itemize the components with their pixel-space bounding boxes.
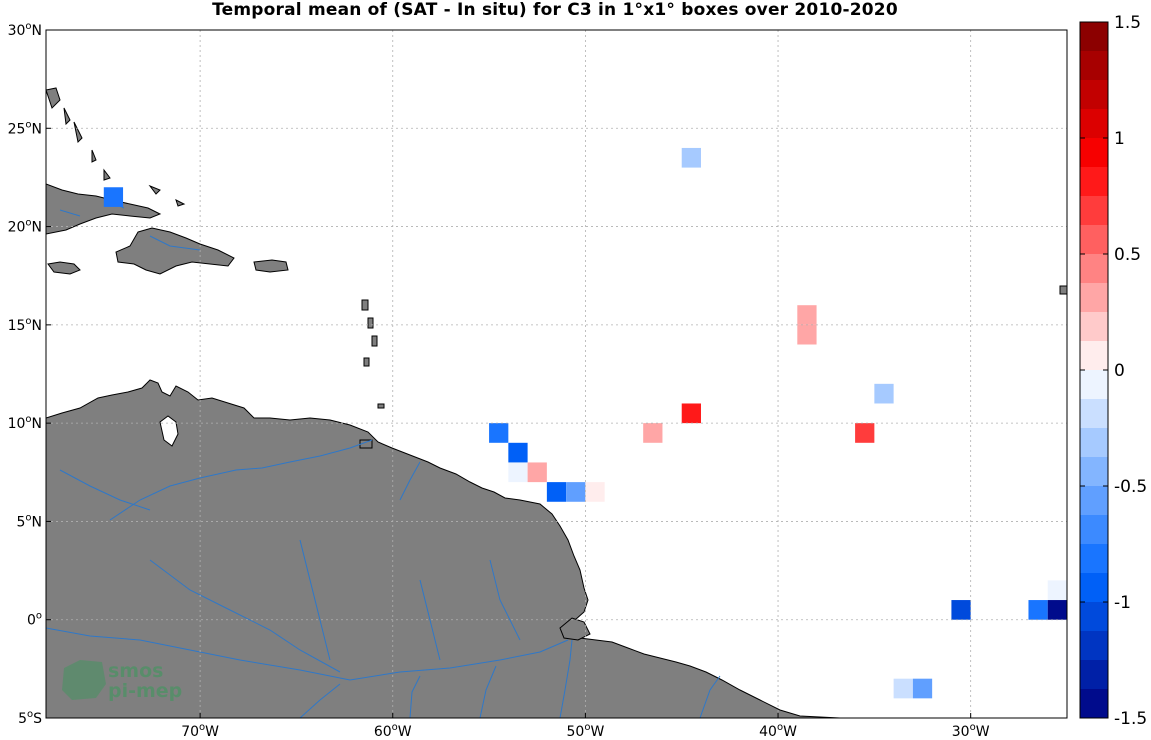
colorbar-segment <box>1080 283 1108 313</box>
colorbar-tick-label: -1 <box>1114 593 1131 613</box>
trombetas-river <box>419 579 441 661</box>
colorbar-segment <box>1080 544 1108 574</box>
orinoco-river <box>109 439 373 521</box>
small-islands <box>46 87 1067 449</box>
colorbar-segment <box>1080 602 1108 632</box>
lat-tick-label: 0o <box>27 611 42 629</box>
branco-river <box>299 539 331 661</box>
parnaiba-river <box>699 675 721 718</box>
meta-river <box>59 469 151 511</box>
colorbar-segment <box>1080 341 1108 371</box>
lat-tick-label: 5oS <box>18 709 42 727</box>
colorbar-segment <box>1080 80 1108 110</box>
lon-tick-label: 70oW <box>181 722 219 740</box>
heatmap-cell <box>489 423 509 443</box>
heatmap-cell <box>585 482 605 502</box>
heatmap-cell <box>566 482 586 502</box>
heatmap-cell <box>893 678 913 699</box>
amazon-river <box>46 627 569 681</box>
lon-tick-label: 40oW <box>759 722 797 740</box>
colorbar-segment <box>1080 515 1108 545</box>
colorbar-tick-label: -0.5 <box>1114 477 1147 497</box>
colorbar-segment <box>1080 22 1108 52</box>
heatmap-cell <box>546 482 567 502</box>
colorbar-tick-label: 1.5 <box>1114 13 1141 33</box>
colorbar-segment <box>1080 631 1108 661</box>
heatmap-cell <box>855 423 875 443</box>
marajo-island <box>559 617 591 641</box>
colorbar-segment <box>1080 370 1108 400</box>
heatmap-cell <box>797 305 817 325</box>
lat-tick-label: 15oN <box>8 316 42 334</box>
heatmap-cell <box>912 678 933 699</box>
colorbar-segment <box>1080 225 1108 255</box>
xingu-river <box>479 665 497 718</box>
heatmap-cell <box>1047 580 1067 601</box>
cuba-land <box>46 183 162 235</box>
colorbar-segment <box>1080 312 1108 342</box>
colorbar-segment <box>1080 399 1108 429</box>
jari-river <box>489 559 521 641</box>
logo-text-smos: smos <box>108 660 163 682</box>
lon-tick-label: 30oW <box>952 722 990 740</box>
colorbar-segment <box>1080 689 1108 719</box>
heatmap-cell <box>1028 600 1048 620</box>
heatmap-cell <box>527 462 547 483</box>
colorbar-segment <box>1080 428 1108 458</box>
colorbar-ticks: 1.5 1 0.5 0 -0.5 -1 -1.5 <box>1080 13 1147 729</box>
hispaniola-land <box>115 227 235 275</box>
land-layer <box>46 87 1067 718</box>
heatmap-cell <box>681 403 701 424</box>
tapajos-river <box>409 675 421 718</box>
colorbar-tick-label: -1.5 <box>1114 709 1147 729</box>
heatmap-cell <box>681 147 701 168</box>
jamaica-land <box>47 261 81 275</box>
heatmap-cell <box>508 442 528 463</box>
axis-ticks: 70oW 60oW 50oW 40oW 30oW 30oN 25oN 20oN 15oN 10oN… <box>8 21 990 740</box>
map-title: Temporal mean of (SAT - In situ) for C3 … <box>212 0 898 20</box>
colorbar-segment <box>1080 138 1108 168</box>
heatmap-cell <box>797 324 817 345</box>
colorbar-segment <box>1080 660 1108 690</box>
colorbar-segment <box>1080 486 1108 516</box>
map-frame <box>45 29 1068 719</box>
colorbar-segment <box>1080 109 1108 139</box>
heatmap-cell <box>643 423 663 443</box>
colorbar-segment <box>1080 196 1108 226</box>
colorbar-segment <box>1080 573 1108 603</box>
colorbar <box>1080 22 1108 719</box>
puerto-rico-land <box>253 259 289 273</box>
lon-tick-label: 50oW <box>566 722 604 740</box>
lat-tick-label: 10oN <box>8 414 42 432</box>
lat-tick-label: 25oN <box>8 119 42 137</box>
colorbar-segment <box>1080 254 1108 284</box>
essequibo-river <box>399 461 421 501</box>
heatmap-cell <box>1047 600 1067 620</box>
lake-maracaibo <box>159 415 179 447</box>
negro-river <box>149 559 341 673</box>
lat-tick-label: 30oN <box>8 21 42 39</box>
colorbar-segment <box>1080 457 1108 487</box>
logo-text-pimep: pi-mep <box>108 680 182 702</box>
colorbar-segment <box>1080 51 1108 81</box>
colorbar-segment <box>1080 167 1108 197</box>
madeira-river <box>299 683 341 718</box>
colorbar-tick-label: 0.5 <box>1114 245 1141 265</box>
lat-tick-label: 20oN <box>8 218 42 236</box>
heatmap-cell <box>951 600 971 620</box>
colorbar-tick-label: 0 <box>1114 361 1125 381</box>
south-america-land <box>46 379 841 718</box>
heatmap-cells <box>103 147 1067 699</box>
heatmap-cell <box>103 187 124 207</box>
heatmap-cell <box>508 462 528 483</box>
lon-tick-label: 60oW <box>374 722 412 740</box>
tocantins-river <box>559 639 573 718</box>
colorbar-tick-label: 1 <box>1114 129 1125 149</box>
heatmap-cell <box>874 383 894 404</box>
smos-pimep-logo: smos pi-mep <box>62 660 182 702</box>
lat-tick-label: 5oN <box>16 512 42 530</box>
